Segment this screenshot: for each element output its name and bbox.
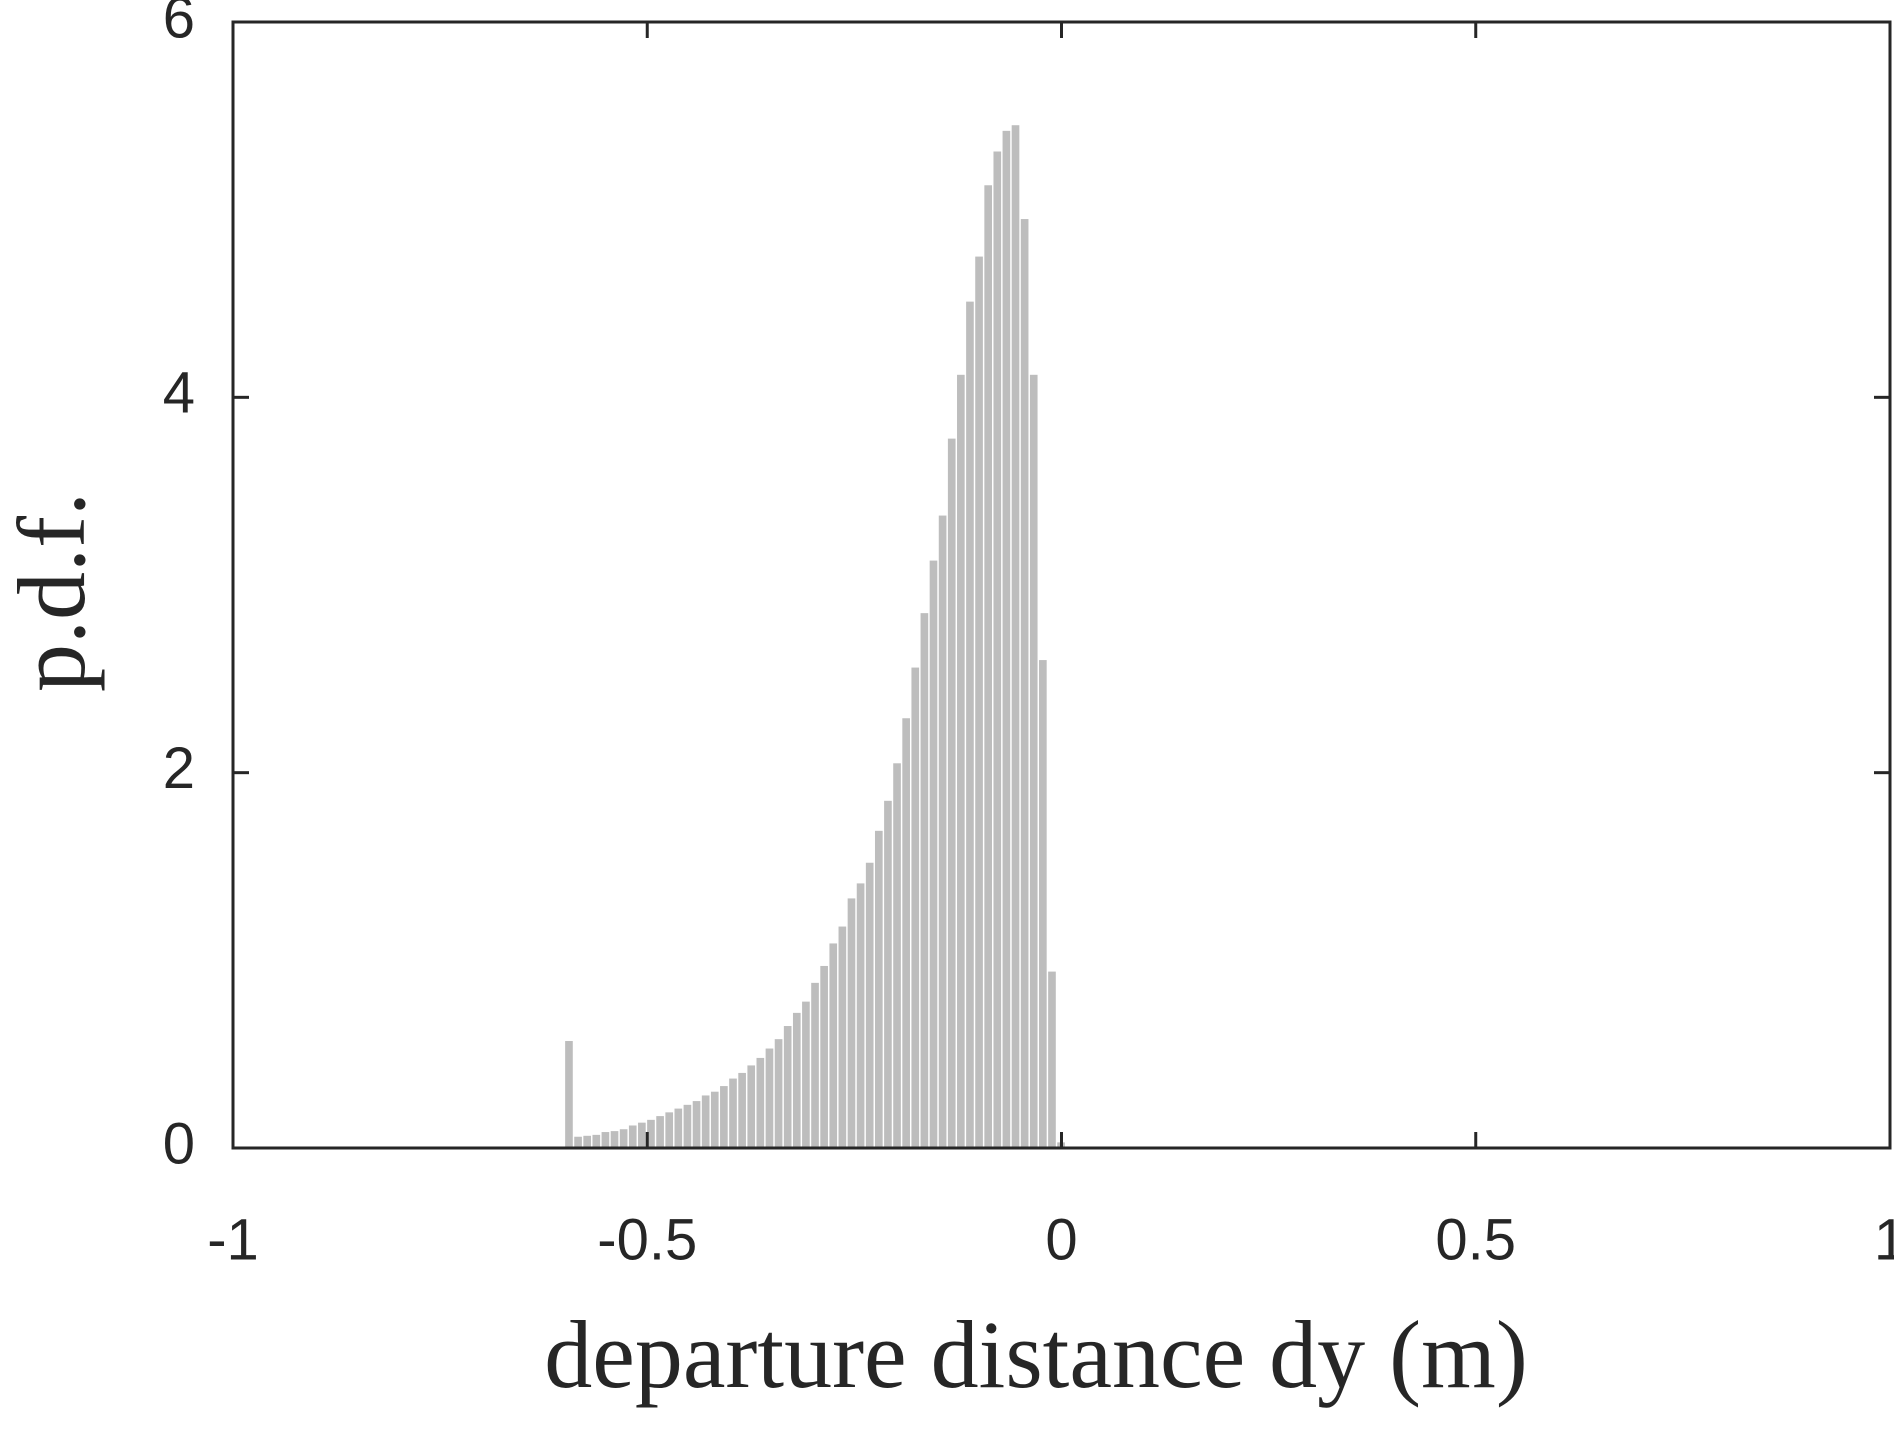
plot-frame <box>231 20 1892 1150</box>
bar <box>701 1095 710 1148</box>
bar <box>628 1125 637 1148</box>
y-axis-label: p.d.f. <box>0 492 105 692</box>
bar <box>847 898 856 1148</box>
bar <box>619 1129 628 1148</box>
bar <box>638 1122 646 1148</box>
bar <box>966 301 974 1149</box>
bar <box>765 1048 774 1148</box>
bar <box>1011 125 1020 1148</box>
bar <box>874 830 883 1148</box>
bar <box>774 1039 783 1148</box>
x-tick-label: 0.5 <box>1435 1207 1516 1272</box>
y-tick-label: 2 <box>163 736 195 801</box>
bar <box>1020 219 1029 1149</box>
x-tick-label: -0.5 <box>597 1207 697 1272</box>
bar <box>902 718 910 1148</box>
bar <box>647 1119 655 1148</box>
bar <box>738 1072 746 1148</box>
bar <box>783 1026 792 1148</box>
bar <box>911 667 920 1148</box>
bar <box>674 1108 683 1148</box>
bar <box>720 1086 728 1148</box>
bar <box>829 943 838 1148</box>
y-tick-label: 0 <box>163 1111 195 1176</box>
x-tick-label: -1 <box>207 1207 259 1272</box>
bar <box>811 982 819 1148</box>
bar <box>947 438 956 1148</box>
bar <box>984 185 993 1148</box>
bar <box>756 1057 765 1148</box>
bar <box>975 256 983 1148</box>
bar <box>656 1116 664 1148</box>
bar <box>1048 971 1056 1148</box>
y-tick-label: 4 <box>163 361 195 426</box>
bar <box>610 1131 619 1148</box>
bar <box>1039 660 1047 1148</box>
bar <box>729 1078 737 1148</box>
bar <box>692 1101 701 1148</box>
bar <box>993 151 1002 1149</box>
bar <box>865 862 874 1148</box>
bar <box>856 883 865 1148</box>
bar <box>710 1091 719 1148</box>
bar <box>884 800 892 1148</box>
bar <box>592 1134 601 1148</box>
bar <box>929 560 938 1148</box>
bar <box>1002 130 1011 1148</box>
bar <box>802 1001 810 1148</box>
bar <box>583 1135 592 1148</box>
bar <box>957 374 965 1148</box>
bar <box>938 515 947 1148</box>
x-axis-label: departure distance dy (m) <box>544 1301 1528 1408</box>
y-tick-label: 6 <box>163 0 195 50</box>
bar <box>1029 374 1038 1148</box>
bar <box>792 1012 801 1148</box>
bar <box>665 1112 674 1148</box>
bar <box>838 926 847 1148</box>
x-tick-label: 0 <box>1045 1207 1077 1272</box>
bar <box>565 1041 573 1148</box>
bar <box>747 1065 756 1148</box>
x-tick-label: 1 <box>1874 1207 1894 1272</box>
bar <box>893 763 901 1148</box>
bar <box>920 613 929 1148</box>
bar <box>601 1132 610 1148</box>
bar <box>820 965 828 1148</box>
bar <box>683 1104 692 1148</box>
bar <box>574 1136 582 1148</box>
